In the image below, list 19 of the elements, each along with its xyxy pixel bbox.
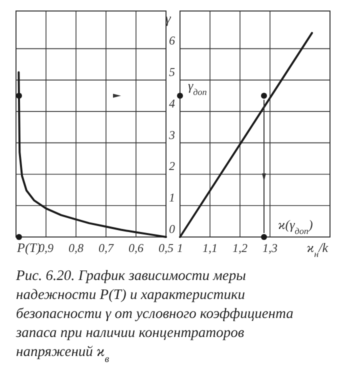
y-tick-label: 1 bbox=[169, 190, 175, 205]
y-tick-label: 4 bbox=[169, 96, 175, 110]
x-axis-title: ϰ$_{н}$/k bbox=[306, 240, 328, 259]
y-tick-label: 2 bbox=[169, 159, 175, 174]
y-tick-label: 6 bbox=[169, 34, 175, 48]
x-tick-label: 0,5 bbox=[158, 241, 174, 255]
x-tick-label: 1,2 bbox=[232, 241, 248, 255]
annotation: ϰ(γ$_{доп}$) bbox=[278, 217, 313, 236]
text: Рис. 6.20. График зависимости меры надежности P(T) и характеристики безопасности γ от условного коэффициента запаса при наличии концентраторов напряжений ϰ$_{в}$ bbox=[15, 268, 294, 364]
x-tick-label: 1,1 bbox=[202, 241, 218, 255]
x-tick-label: 0,6 bbox=[128, 241, 144, 255]
x-axis-title: P(T) bbox=[16, 240, 41, 255]
y-tick-label: 5 bbox=[169, 65, 175, 80]
y-tick-label: 3 bbox=[168, 128, 175, 142]
x-tick-label: 0,7 bbox=[98, 241, 114, 255]
x-tick-label: 1,3 bbox=[262, 241, 278, 255]
y-tick-label: 0 bbox=[169, 222, 175, 236]
x-tick-label: 0,8 bbox=[68, 241, 84, 255]
annotation: γ$_{доп}$ bbox=[188, 78, 208, 97]
